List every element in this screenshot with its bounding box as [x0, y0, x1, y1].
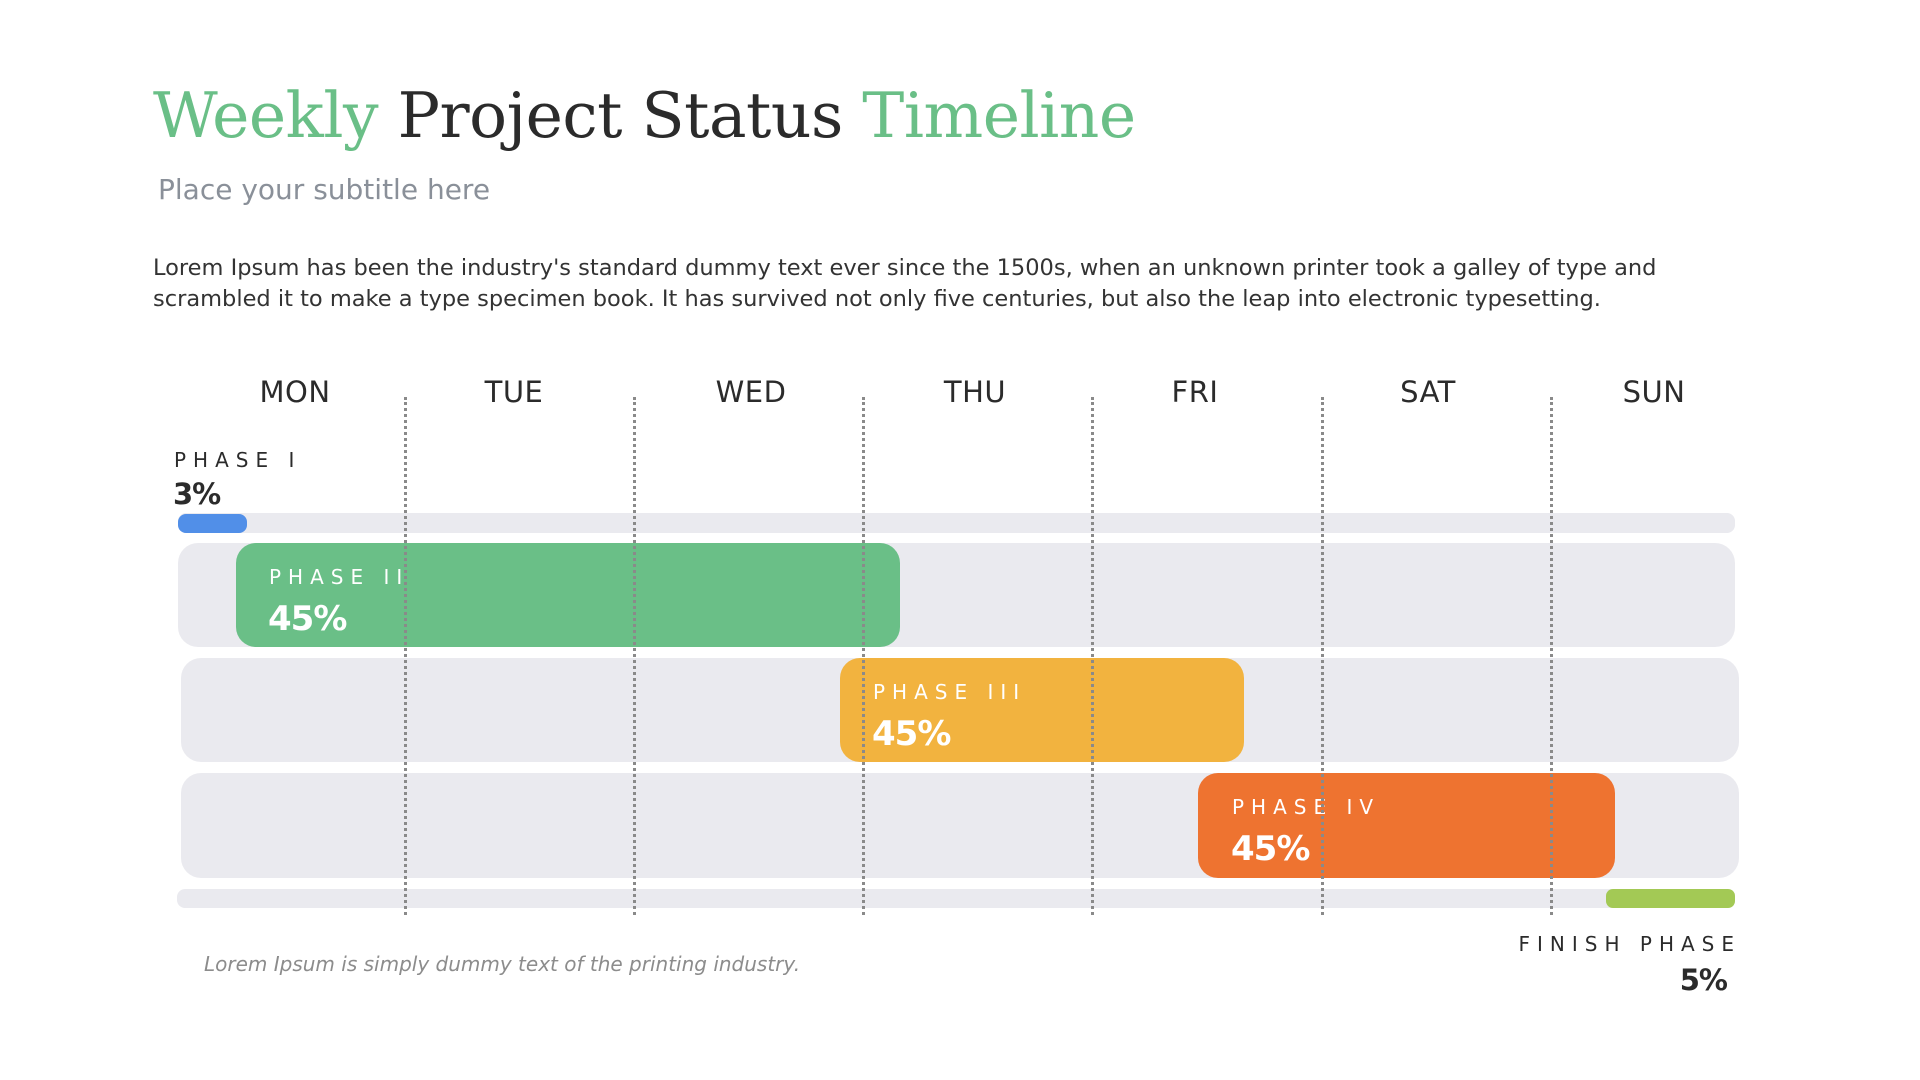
phase-1-track: [178, 513, 1735, 533]
day-divider-mon-tue: [404, 397, 407, 915]
day-divider-thu-fri: [1091, 397, 1094, 915]
phase-2-label: PHASE II: [269, 565, 410, 589]
day-label-fri: FRI: [1171, 375, 1219, 409]
day-divider-sat-sun: [1550, 397, 1553, 915]
phase-4-percent: 45%: [1231, 829, 1310, 869]
phase-3-label: PHASE III: [873, 680, 1027, 704]
finish-phase-percent: 5%: [1679, 963, 1728, 997]
phase-1-label: PHASE I: [174, 448, 302, 472]
day-label-sun: SUN: [1622, 375, 1686, 409]
phase-3-percent: 45%: [872, 714, 951, 754]
title-accent-timeline: Timeline: [862, 79, 1136, 152]
day-label-tue: TUE: [484, 375, 544, 409]
day-divider-wed-thu: [862, 397, 865, 915]
phase-3-bar[interactable]: PHASE III 45%: [840, 658, 1244, 762]
phase-4-label: PHASE IV: [1232, 795, 1381, 819]
day-label-wed: WED: [715, 375, 787, 409]
title-middle: Project Status: [378, 79, 863, 152]
day-label-mon: MON: [259, 375, 331, 409]
phase-1-percent: 3%: [173, 477, 221, 511]
page-subtitle: Place your subtitle here: [158, 173, 491, 206]
day-label-thu: THU: [943, 375, 1007, 409]
finish-phase-bar[interactable]: [1606, 889, 1735, 908]
day-divider-fri-sat: [1321, 397, 1324, 915]
day-label-sat: SAT: [1400, 375, 1456, 409]
finish-phase-label: FINISH PHASE: [1518, 932, 1741, 956]
footnote: Lorem Ipsum is simply dummy text of the …: [204, 952, 801, 976]
phase-2-bar[interactable]: PHASE II 45%: [236, 543, 900, 647]
page-title: Weekly Project Status Timeline: [153, 76, 1136, 156]
phase-2-percent: 45%: [268, 599, 347, 639]
description-paragraph: Lorem Ipsum has been the industry's stan…: [153, 255, 1657, 312]
day-divider-tue-wed: [633, 397, 636, 915]
title-accent-weekly: Weekly: [153, 79, 379, 152]
phase-1-bar[interactable]: [178, 514, 247, 533]
phase-4-bar[interactable]: PHASE IV 45%: [1198, 773, 1615, 878]
finish-phase-track: [177, 889, 1735, 908]
